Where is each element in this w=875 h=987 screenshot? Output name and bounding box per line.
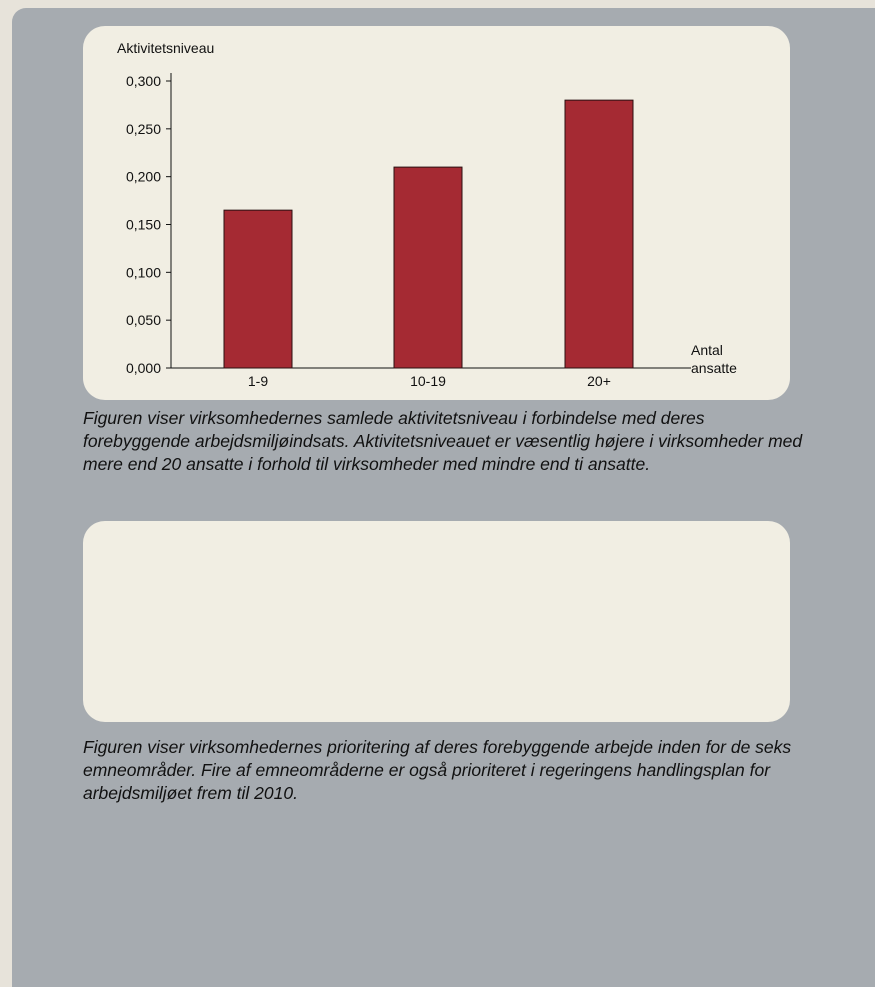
y-tick-label: 0,100: [126, 264, 161, 280]
bar-chart-caption: Figuren viser virksomhedernes samlede ak…: [83, 408, 803, 474]
y-axis-title: Aktivitetsniveau: [117, 40, 214, 56]
x-tick-label: 1-9: [248, 373, 268, 389]
bar: [564, 99, 634, 369]
line-chart-caption: Figuren viser virksomhedernes prioriteri…: [83, 737, 792, 803]
x-axis-title-line: Antal: [691, 342, 723, 358]
x-tick-label: 20+: [587, 373, 611, 389]
x-axis-title-line: ansatte: [691, 360, 737, 376]
line-chart-card-body: [83, 521, 790, 722]
bar-chart-card: Aktivitetsniveau 0,000 0,050 0,100 0,150 0,20…: [83, 26, 790, 400]
bar-chart: Aktivitetsniveau 0,000 0,050 0,100 0,150 0,20…: [117, 40, 737, 389]
line-chart-card: [83, 521, 790, 722]
y-tick-label: 0,250: [126, 121, 161, 137]
y-tick-label: 0,200: [126, 169, 161, 185]
y-tick-label: 0,150: [126, 217, 161, 233]
x-tick-label: 10-19: [410, 373, 446, 389]
bar: [223, 209, 293, 369]
y-tick-label: 0,300: [126, 73, 161, 89]
y-tick-label: 0,000: [126, 360, 161, 376]
bar: [393, 166, 463, 369]
y-tick-label: 0,050: [126, 312, 161, 328]
